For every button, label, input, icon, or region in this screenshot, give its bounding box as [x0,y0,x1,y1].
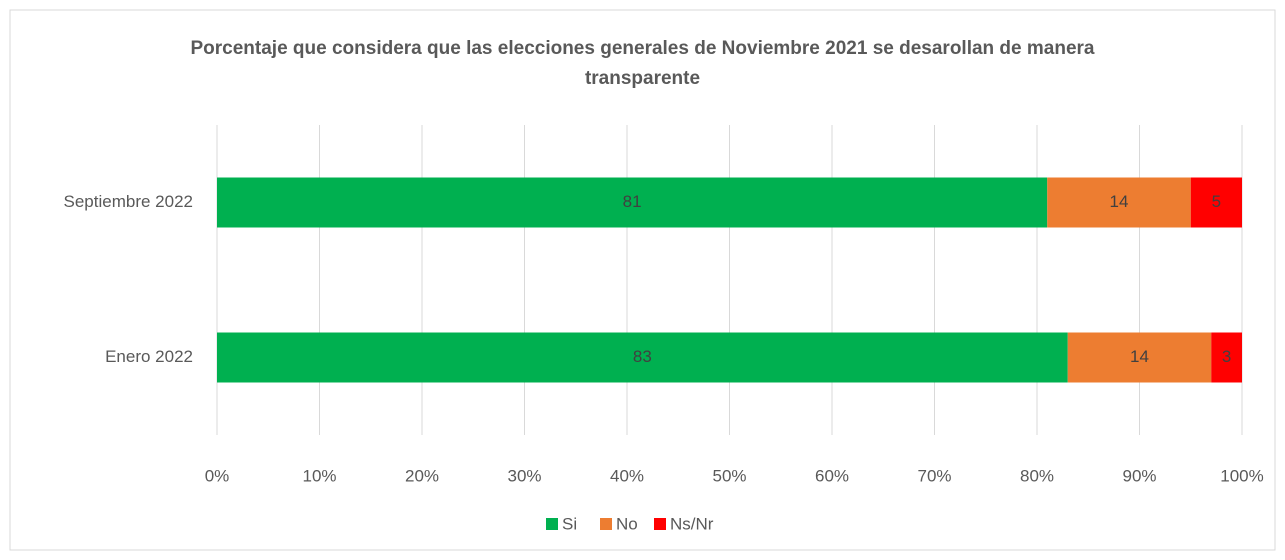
x-tick-label: 20% [405,466,439,485]
data-label: 3 [1222,347,1231,366]
x-tick-label: 60% [815,466,849,485]
chart-border [9,9,1276,551]
chart-title: Porcentaje que considera que las eleccio… [190,38,1095,89]
x-tick-label: 100% [1220,466,1263,485]
bar-segment [1211,332,1242,383]
legend-swatch [600,518,612,530]
data-label: 14 [1130,347,1149,366]
legend-swatch [546,518,558,530]
legend-label: No [616,514,638,533]
x-tick-label: 40% [610,466,644,485]
legend-label: Ns/Nr [670,514,714,533]
x-tick-label: 10% [302,466,336,485]
data-label: 14 [1110,192,1129,211]
x-tick-label: 80% [1020,466,1054,485]
bar-segment [1067,332,1212,383]
x-tick-label: 30% [507,466,541,485]
x-tick-label: 50% [712,466,746,485]
legend-label: Si [562,514,577,533]
x-tick-label: 90% [1122,466,1156,485]
bar-segment [217,177,1048,228]
x-tick-label: 70% [917,466,951,485]
y-tick-label: Enero 2022 [105,347,193,366]
data-label: 83 [633,347,652,366]
data-label: 5 [1212,192,1221,211]
legend-swatch [654,518,666,530]
bar-segment [1190,177,1242,228]
bar-segment [1047,177,1191,228]
bar-segment [217,332,1068,383]
y-tick-label: Septiembre 2022 [64,192,193,211]
x-tick-label: 0% [205,466,230,485]
data-label: 81 [623,192,642,211]
